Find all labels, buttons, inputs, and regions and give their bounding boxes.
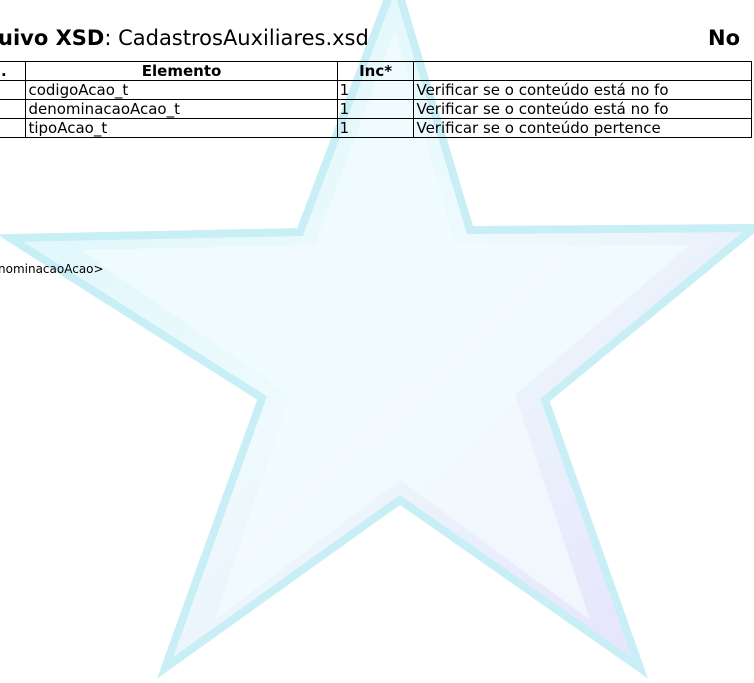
right-title: No	[708, 26, 741, 50]
table-cell: 1	[336, 99, 415, 119]
table-cell: denominacaoAcao_t	[25, 99, 338, 119]
table-cell: 1	[336, 118, 415, 138]
table-row: denominacaoAcao_t 1 Verificar se o conteúd…	[0, 99, 752, 119]
table-cell: Verificar se o conteúdo está no fo	[413, 80, 752, 100]
table-body: codigoAcao_t 1 Verificar se o conteúdo est…	[0, 80, 752, 138]
table-cell	[0, 99, 27, 119]
header-cell: Elemento	[25, 61, 338, 81]
title-rest: : CadastrosAuxiliares.xsd	[104, 26, 369, 50]
table-row: codigoAcao_t 1 Verificar se o conteúdo est…	[0, 80, 752, 100]
header-cell: Inc*	[336, 61, 415, 81]
table-cell	[0, 80, 27, 100]
table-cell: codigoAcao_t	[25, 80, 338, 100]
table-cell	[0, 118, 27, 138]
header-cell	[413, 61, 752, 81]
title-bold: uivo XSD	[0, 26, 105, 50]
table-cell: 1	[336, 80, 415, 100]
table-row: tipoAcao_t 1 Verificar se o conteúdo perte…	[0, 118, 752, 138]
table-cell: Verificar se o conteúdo está no fo	[413, 99, 752, 119]
code-line: nominacaoAcao>	[0, 262, 104, 276]
table-cell: Verificar se o conteúdo pertence	[413, 118, 752, 138]
header-cell: .	[0, 61, 27, 81]
table-cell: tipoAcao_t	[25, 118, 338, 138]
header-row: . Elemento Inc*	[0, 61, 752, 81]
elements-table: . Elemento Inc* codigoAcao_t 1 Verificar s…	[0, 61, 752, 138]
title: uivo XSD: CadastrosAuxiliares.xsd	[0, 26, 369, 50]
